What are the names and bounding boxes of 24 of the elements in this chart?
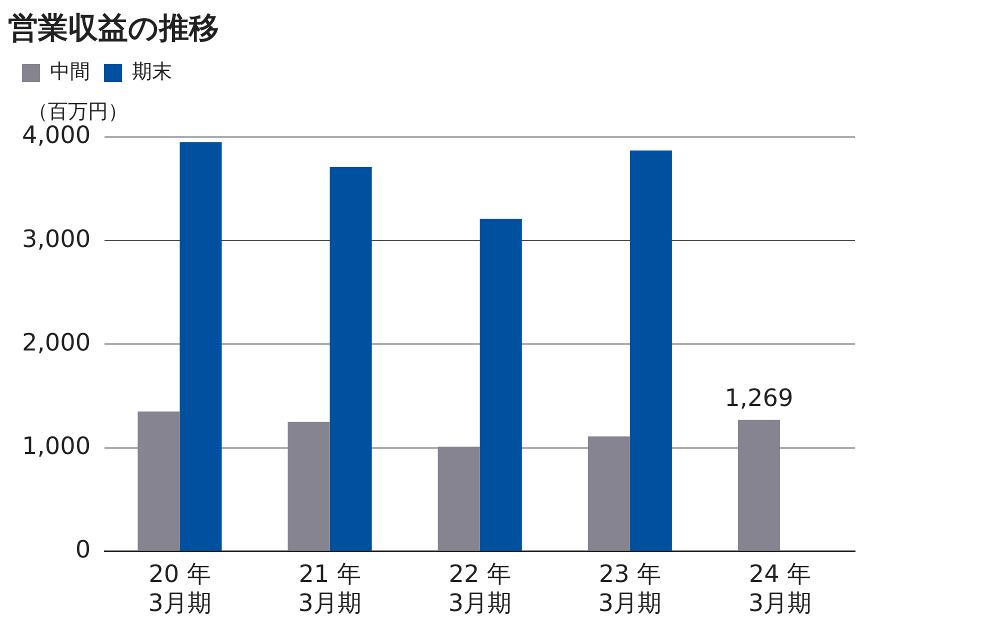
y-tick-label: 1,000 [22, 432, 91, 460]
data-label: 1,269 [724, 384, 794, 412]
bar [288, 422, 330, 551]
legend-label: 中間 [50, 59, 90, 84]
y-tick-label: 0 [75, 536, 91, 564]
bar [480, 218, 522, 551]
y-tick-label: 3,000 [22, 224, 91, 253]
x-tick-label: 21 年 3月期 [298, 560, 362, 617]
chart-title: 営業収益の推移 [8, 10, 220, 48]
bar [180, 142, 222, 551]
x-tick-label: 23 年 3月期 [598, 560, 662, 617]
x-tick-label: 20 年 3月期 [148, 560, 212, 617]
bar [738, 420, 780, 551]
y-tick-label: 4,000 [22, 121, 91, 150]
y-axis-title: （百万円） [28, 99, 128, 124]
x-tick-label: 22 年 3月期 [448, 560, 512, 617]
bar [588, 436, 630, 551]
x-tick-label: 24 年 3月期 [748, 560, 812, 617]
bar [330, 167, 372, 551]
legend-label: 期末 [132, 59, 172, 84]
bar [438, 446, 480, 551]
bar [138, 412, 180, 551]
bar [630, 150, 672, 551]
y-tick-label: 2,000 [22, 328, 91, 356]
